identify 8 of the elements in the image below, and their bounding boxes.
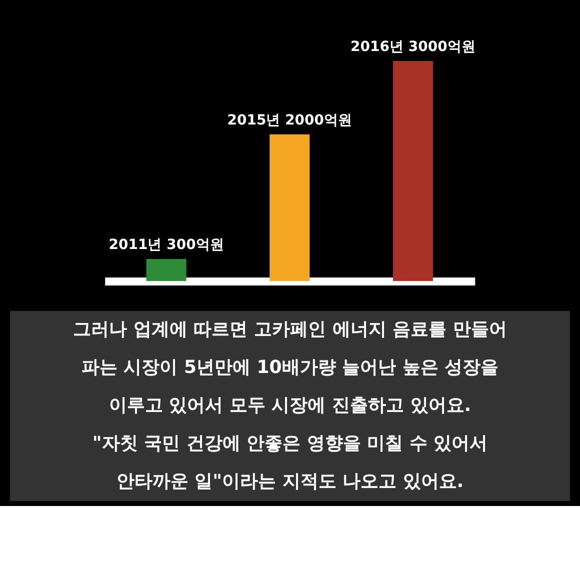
text: 파는 시장이 5년만에 10배가량 늘어난 높은 성장을: [81, 357, 499, 378]
data-label: 2016년 3000억원: [350, 39, 476, 55]
text: 이루고 있어서 모두 시장에 진출하고 있어요.: [108, 395, 472, 416]
data-label: 2011년 300억원: [108, 237, 224, 253]
text: 안타까운 일"이라는 지적도 나오고 있어요.: [116, 471, 464, 492]
data-label: 2015년 2000억원: [227, 112, 352, 128]
text: 그러나 업계에 따르면 고카페인 에너지 음료를 만들어: [73, 319, 507, 340]
text: "자칫 국민 건강에 안좋은 영향을 미칠 수 있어서: [92, 433, 488, 454]
